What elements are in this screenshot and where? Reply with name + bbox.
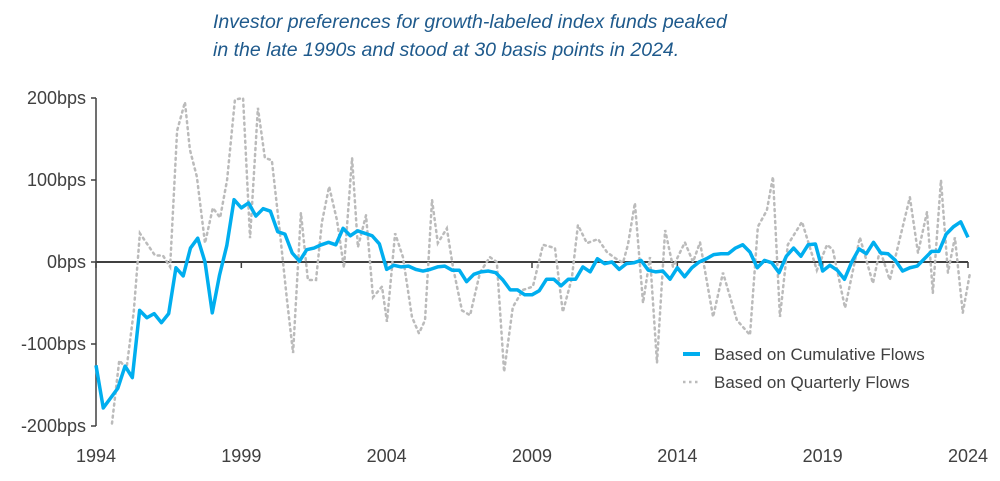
y-tick-label: -200bps [21, 416, 86, 436]
y-tick-label: -100bps [21, 334, 86, 354]
x-tick-label: 2014 [657, 446, 697, 466]
x-tick-label: 2024 [948, 446, 988, 466]
axes: 200bps 100bps 0bps -100bps -200bps 1994 1999 20… [21, 88, 988, 466]
x-tick-label: 1994 [76, 446, 116, 466]
y-tick-label: 0bps [47, 252, 86, 272]
x-tick-label: 1999 [221, 446, 261, 466]
chart-title-line-2: in the late 1990s and stood at 30 basis … [213, 39, 680, 61]
y-tick-label: 200bps [27, 88, 86, 108]
x-tick-label: 2004 [367, 446, 407, 466]
legend-label-quarterly: Based on Quarterly Flows [714, 373, 910, 392]
x-tick-label: 2009 [512, 446, 552, 466]
legend: Based on Cumulative Flows Based on Quart… [683, 345, 925, 392]
chart-title: Investor preferences for growth-labeled … [213, 8, 727, 64]
series-line-cumulative-flows [94, 197, 970, 410]
chart-title-line-1: Investor preferences for growth-labeled … [213, 11, 727, 33]
series-line-quarterly-flows [110, 96, 972, 425]
x-tick-label: 2019 [803, 446, 843, 466]
y-tick-label: 100bps [27, 170, 86, 190]
series-group [94, 96, 972, 425]
legend-label-cumulative: Based on Cumulative Flows [714, 345, 925, 364]
